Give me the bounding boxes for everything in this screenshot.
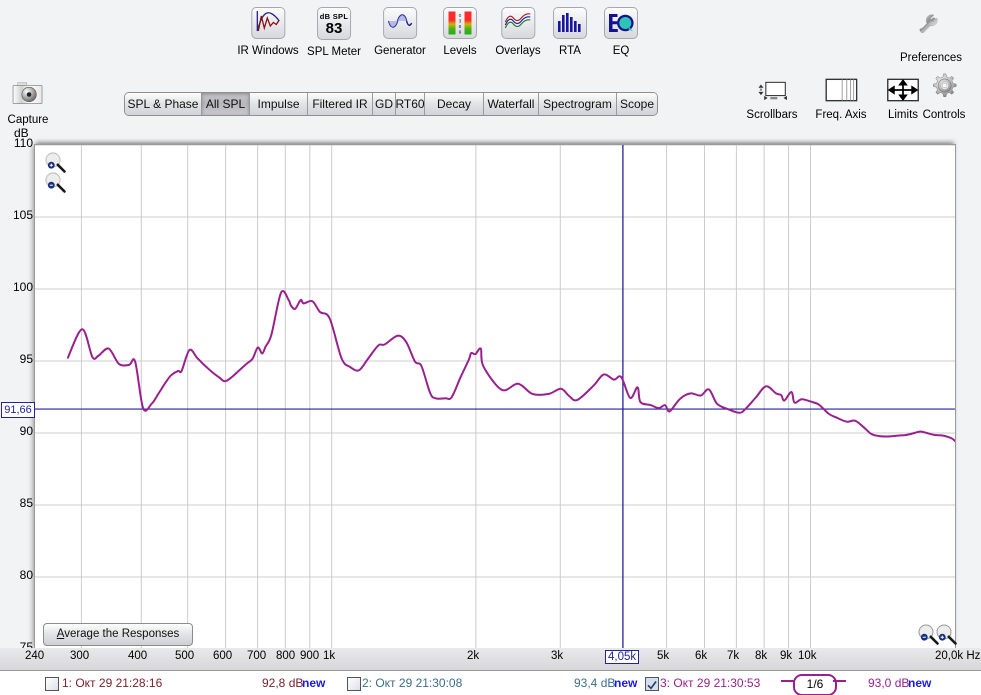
svg-text:6: 6 [459,24,462,30]
svg-text:0: 0 [459,13,462,19]
svg-text:3: 3 [459,19,462,25]
svg-text:9: 9 [459,30,462,36]
